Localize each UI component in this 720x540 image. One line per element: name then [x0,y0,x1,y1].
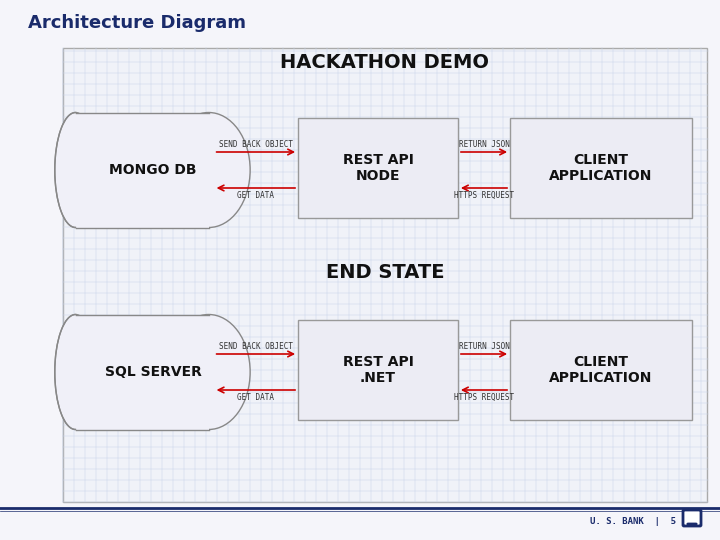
Text: SQL SERVER: SQL SERVER [105,365,202,379]
Text: REST API
NODE: REST API NODE [343,153,413,183]
Bar [76,112,209,227]
Ellipse shape [167,314,250,429]
Bar [298,118,458,218]
Text: HTTPS REQUEST: HTTPS REQUEST [454,393,514,402]
Ellipse shape [55,314,96,429]
Text: Architecture Diagram: Architecture Diagram [28,14,246,32]
Text: RETURN JSON: RETURN JSON [459,140,510,149]
Ellipse shape [55,112,96,227]
Bar [510,118,692,218]
Text: END STATE: END STATE [325,263,444,282]
Text: REST API
.NET: REST API .NET [343,355,413,385]
Bar [510,320,692,420]
FancyBboxPatch shape [683,510,701,526]
Bar [298,320,458,420]
Text: HTTPS REQUEST: HTTPS REQUEST [454,191,514,200]
Text: MONGO DB: MONGO DB [109,163,197,177]
Text: HACKATHON DEMO: HACKATHON DEMO [281,53,490,72]
Text: U. S. BANK  |  5: U. S. BANK | 5 [590,517,676,526]
Text: GET DATA: GET DATA [238,191,274,200]
Text: GET DATA: GET DATA [238,393,274,402]
Bar [76,314,209,429]
Text: RETURN JSON: RETURN JSON [459,342,510,351]
Ellipse shape [167,112,250,227]
Text: SEND BACK OBJECT: SEND BACK OBJECT [219,342,293,351]
Text: CLIENT
APPLICATION: CLIENT APPLICATION [549,355,653,385]
Bar [76,112,209,227]
Bar [76,314,209,429]
Text: CLIENT
APPLICATION: CLIENT APPLICATION [549,153,653,183]
Text: SEND BACK OBJECT: SEND BACK OBJECT [219,140,293,149]
FancyBboxPatch shape [63,48,707,502]
